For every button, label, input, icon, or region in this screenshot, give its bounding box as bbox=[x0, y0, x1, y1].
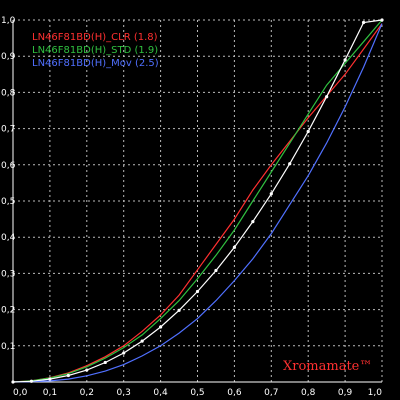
series-point bbox=[140, 339, 144, 343]
series-point bbox=[380, 18, 384, 22]
legend-entry: LN46F81BD(H)_CLR (1.8) bbox=[32, 32, 158, 43]
x-tick-label: 0,9 bbox=[338, 388, 353, 398]
y-tick-label: 0,4 bbox=[1, 233, 16, 243]
series-point bbox=[343, 58, 347, 62]
y-tick-label: 0,6 bbox=[1, 161, 16, 171]
series-point bbox=[29, 379, 34, 383]
x-tick-label: 0,1 bbox=[43, 388, 57, 398]
series-line-1 bbox=[12, 19, 383, 383]
series-point bbox=[306, 129, 310, 134]
x-tick-label: 0,0 bbox=[13, 388, 28, 398]
series-point bbox=[269, 192, 273, 196]
x-tick-label: 1,0 bbox=[368, 388, 383, 398]
series-line-2 bbox=[12, 23, 383, 383]
series-point bbox=[195, 289, 200, 294]
series-point bbox=[361, 20, 366, 25]
y-tick-label: 0,8 bbox=[1, 88, 16, 98]
y-tick-labels: 0,1 0,2 0,3 0,4 0,5 0,6 0,7 0,8 0,9 1,0 bbox=[1, 16, 16, 352]
series-line-0 bbox=[12, 23, 383, 383]
y-tick-label: 0,2 bbox=[1, 306, 15, 316]
series-point bbox=[66, 373, 70, 378]
x-tick-label: 0,2 bbox=[80, 388, 94, 398]
x-tick-label: 0,7 bbox=[264, 388, 278, 398]
y-tick-label: 0,9 bbox=[1, 52, 16, 62]
series-point bbox=[48, 377, 52, 381]
legend-entry: LN46F81BD(H)_Mov (2.5) bbox=[32, 58, 159, 69]
x-tick-label: 0,6 bbox=[227, 388, 242, 398]
series-point bbox=[122, 351, 126, 355]
series-point bbox=[232, 245, 236, 249]
x-tick-label: 0,3 bbox=[117, 388, 131, 398]
series-point bbox=[85, 368, 89, 372]
y-tick-label: 0,7 bbox=[1, 125, 15, 135]
series-point bbox=[251, 220, 255, 224]
series-point bbox=[103, 360, 107, 365]
y-tick-label: 1,0 bbox=[1, 16, 16, 26]
series-point bbox=[159, 325, 163, 329]
grid bbox=[12, 19, 383, 383]
series-point bbox=[288, 162, 292, 166]
x-tick-label: 0,4 bbox=[153, 388, 168, 398]
x-tick-labels: 0,0 0,1 0,2 0,3 0,4 0,5 0,6 0,7 0,8 0,9 1,0 bbox=[13, 388, 382, 398]
y-tick-label: 0,3 bbox=[1, 269, 15, 279]
watermark: Xromamate™ bbox=[283, 359, 372, 374]
series-lines bbox=[11, 18, 384, 384]
x-tick-label: 0,5 bbox=[190, 388, 204, 398]
series-point bbox=[11, 380, 15, 384]
legend: LN46F81BD(H)_CLR (1.8) LN46F81BD(H)_STD (… bbox=[32, 32, 159, 69]
y-tick-label: 0,5 bbox=[1, 197, 15, 207]
series-point bbox=[214, 268, 218, 273]
x-tick-label: 0,8 bbox=[301, 388, 316, 398]
y-tick-label: 0,1 bbox=[1, 342, 15, 352]
series-point bbox=[325, 95, 329, 99]
axes bbox=[12, 20, 382, 383]
legend-entry: LN46F81BD(H)_STD (1.9) bbox=[32, 45, 158, 56]
series-point bbox=[177, 308, 181, 312]
